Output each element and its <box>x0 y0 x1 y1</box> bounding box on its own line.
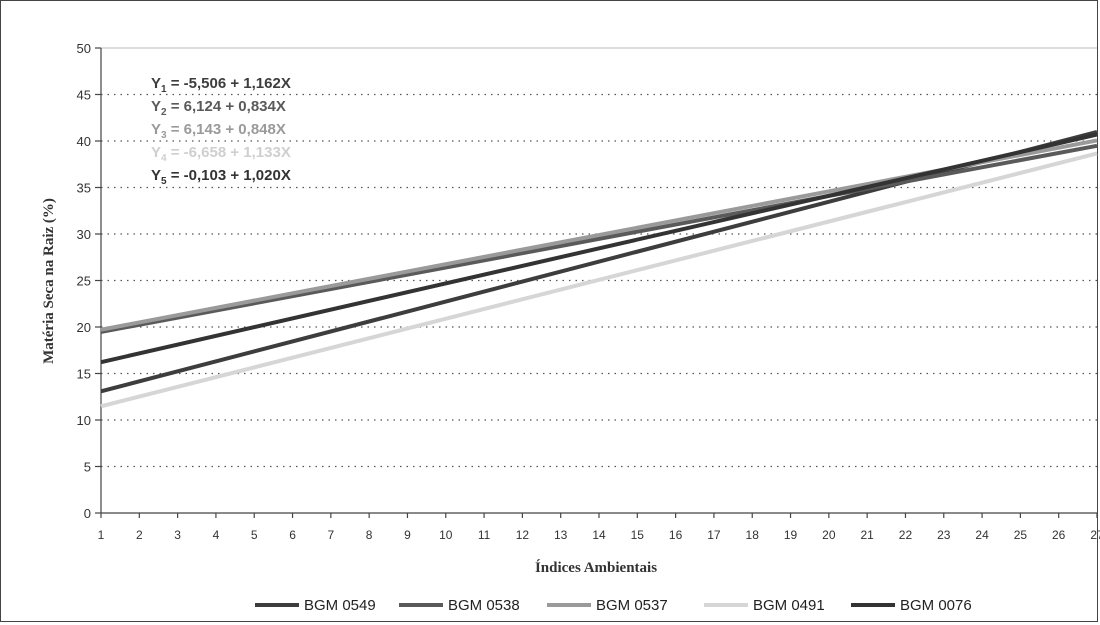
x-tick-label: 11 <box>478 528 491 542</box>
x-tick-label: 6 <box>289 528 296 542</box>
series-lines <box>100 130 1098 409</box>
y-tick-label: 50 <box>77 41 91 56</box>
x-tick-label: 27 <box>1090 528 1100 542</box>
series-line-2 <box>100 143 1098 334</box>
legend-label: BGM 0538 <box>448 597 520 614</box>
y-tick-label: 15 <box>77 367 91 382</box>
legend-label: BGM 0491 <box>753 597 825 614</box>
y-tick-label: 40 <box>77 134 91 149</box>
y-tick-label: 20 <box>77 320 91 335</box>
x-tick-label: 5 <box>251 528 258 542</box>
y-axis-title: Matéria Seca na Raiz (%) <box>41 198 57 364</box>
regression-equations: Y1 = -5,506 + 1,162X Y2 = 6,124 + 0,834X Y… <box>151 75 291 187</box>
legend-label: BGM 0537 <box>596 597 668 614</box>
x-tick-label: 8 <box>366 528 373 542</box>
y-tick-labels: 0 5 10 15 20 25 30 35 40 45 50 <box>77 41 91 521</box>
x-tick-label: 20 <box>822 528 836 542</box>
legend-item: BGM 0537 <box>547 597 668 614</box>
legend-item: BGM 0549 <box>255 597 376 614</box>
legend-item: BGM 0538 <box>399 597 520 614</box>
equation-label: Y2 = 6,124 + 0,834X <box>151 98 286 118</box>
y-tick-label: 5 <box>84 460 91 475</box>
equation-label: Y3 = 6,143 + 0,848X <box>151 121 286 141</box>
x-tick-label: 19 <box>784 528 798 542</box>
legend-label: BGM 0076 <box>900 597 972 614</box>
y-tick-label: 35 <box>77 181 91 196</box>
x-axis-title: Índices Ambientais <box>535 559 657 576</box>
x-tick-label: 24 <box>975 528 989 542</box>
gridlines <box>101 47 1097 468</box>
x-tick-label: 9 <box>404 528 411 542</box>
x-tick-label: 10 <box>439 528 453 542</box>
x-tick-label: 18 <box>746 528 760 542</box>
x-tick-label: 1 <box>98 528 105 542</box>
series-line-5 <box>100 132 1098 365</box>
legend: BGM 0549 BGM 0538 BGM 0537 BGM 0491 BGM 0076 <box>255 597 972 614</box>
x-tick-label: 25 <box>1014 528 1028 542</box>
x-tick-label: 17 <box>707 528 721 542</box>
legend-item: BGM 0076 <box>851 597 972 614</box>
x-tick-label: 21 <box>860 528 874 542</box>
x-tick-label: 26 <box>1052 528 1066 542</box>
y-tick-label: 10 <box>77 413 91 428</box>
x-tick-label: 14 <box>592 528 606 542</box>
equation-label: Y5 = -0,103 + 1,020X <box>151 167 291 187</box>
series-line-4 <box>100 151 1098 409</box>
x-tick-label: 16 <box>669 528 683 542</box>
x-tick-label: 7 <box>328 528 335 542</box>
y-tick-label: 45 <box>77 88 91 103</box>
x-tick-labels: 1 2 3 4 5 6 7 8 9 10 11 12 13 14 15 16 17 18 19 20 21 22 23 24 2… <box>98 528 1100 542</box>
x-tick-label: 12 <box>516 528 530 542</box>
equation-label: Y4 = -6,658 + 1,133X <box>151 144 291 164</box>
equation-label: Y1 = -5,506 + 1,162X <box>151 75 291 95</box>
y-tick-label: 30 <box>77 227 91 242</box>
x-tick-label: 15 <box>631 528 645 542</box>
x-tick-label: 4 <box>213 528 220 542</box>
x-tick-label: 2 <box>136 528 143 542</box>
x-tick-label: 13 <box>554 528 568 542</box>
y-tick-label: 25 <box>77 274 91 289</box>
x-tick-label: 23 <box>937 528 951 542</box>
y-tick-label: 0 <box>84 506 91 521</box>
legend-label: BGM 0549 <box>304 597 376 614</box>
x-tick-label: 22 <box>899 528 913 542</box>
x-tick-label: 3 <box>174 528 181 542</box>
axes <box>95 47 1098 518</box>
legend-item: BGM 0491 <box>704 597 825 614</box>
